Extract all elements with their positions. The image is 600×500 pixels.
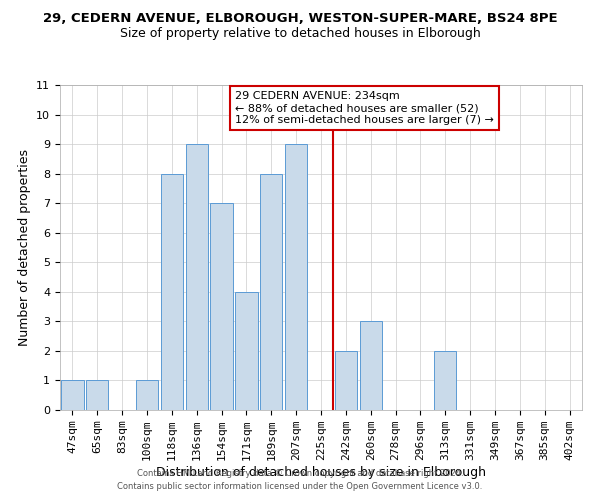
Bar [359,322,382,410]
Bar [335,351,357,410]
Bar [260,174,283,410]
Text: Contains public sector information licensed under the Open Government Licence v3: Contains public sector information licen… [118,482,482,491]
Bar [285,144,307,410]
Bar [235,292,257,410]
Bar [86,380,109,410]
Text: 29, CEDERN AVENUE, ELBOROUGH, WESTON-SUPER-MARE, BS24 8PE: 29, CEDERN AVENUE, ELBOROUGH, WESTON-SUP… [43,12,557,26]
X-axis label: Distribution of detached houses by size in Elborough: Distribution of detached houses by size … [156,466,486,479]
Text: Contains HM Land Registry data © Crown copyright and database right 2024.: Contains HM Land Registry data © Crown c… [137,468,463,477]
Bar [136,380,158,410]
Bar [61,380,83,410]
Y-axis label: Number of detached properties: Number of detached properties [18,149,31,346]
Text: Size of property relative to detached houses in Elborough: Size of property relative to detached ho… [119,28,481,40]
Bar [185,144,208,410]
Text: 29 CEDERN AVENUE: 234sqm
← 88% of detached houses are smaller (52)
12% of semi-d: 29 CEDERN AVENUE: 234sqm ← 88% of detach… [235,92,494,124]
Bar [434,351,457,410]
Bar [211,203,233,410]
Bar [161,174,183,410]
